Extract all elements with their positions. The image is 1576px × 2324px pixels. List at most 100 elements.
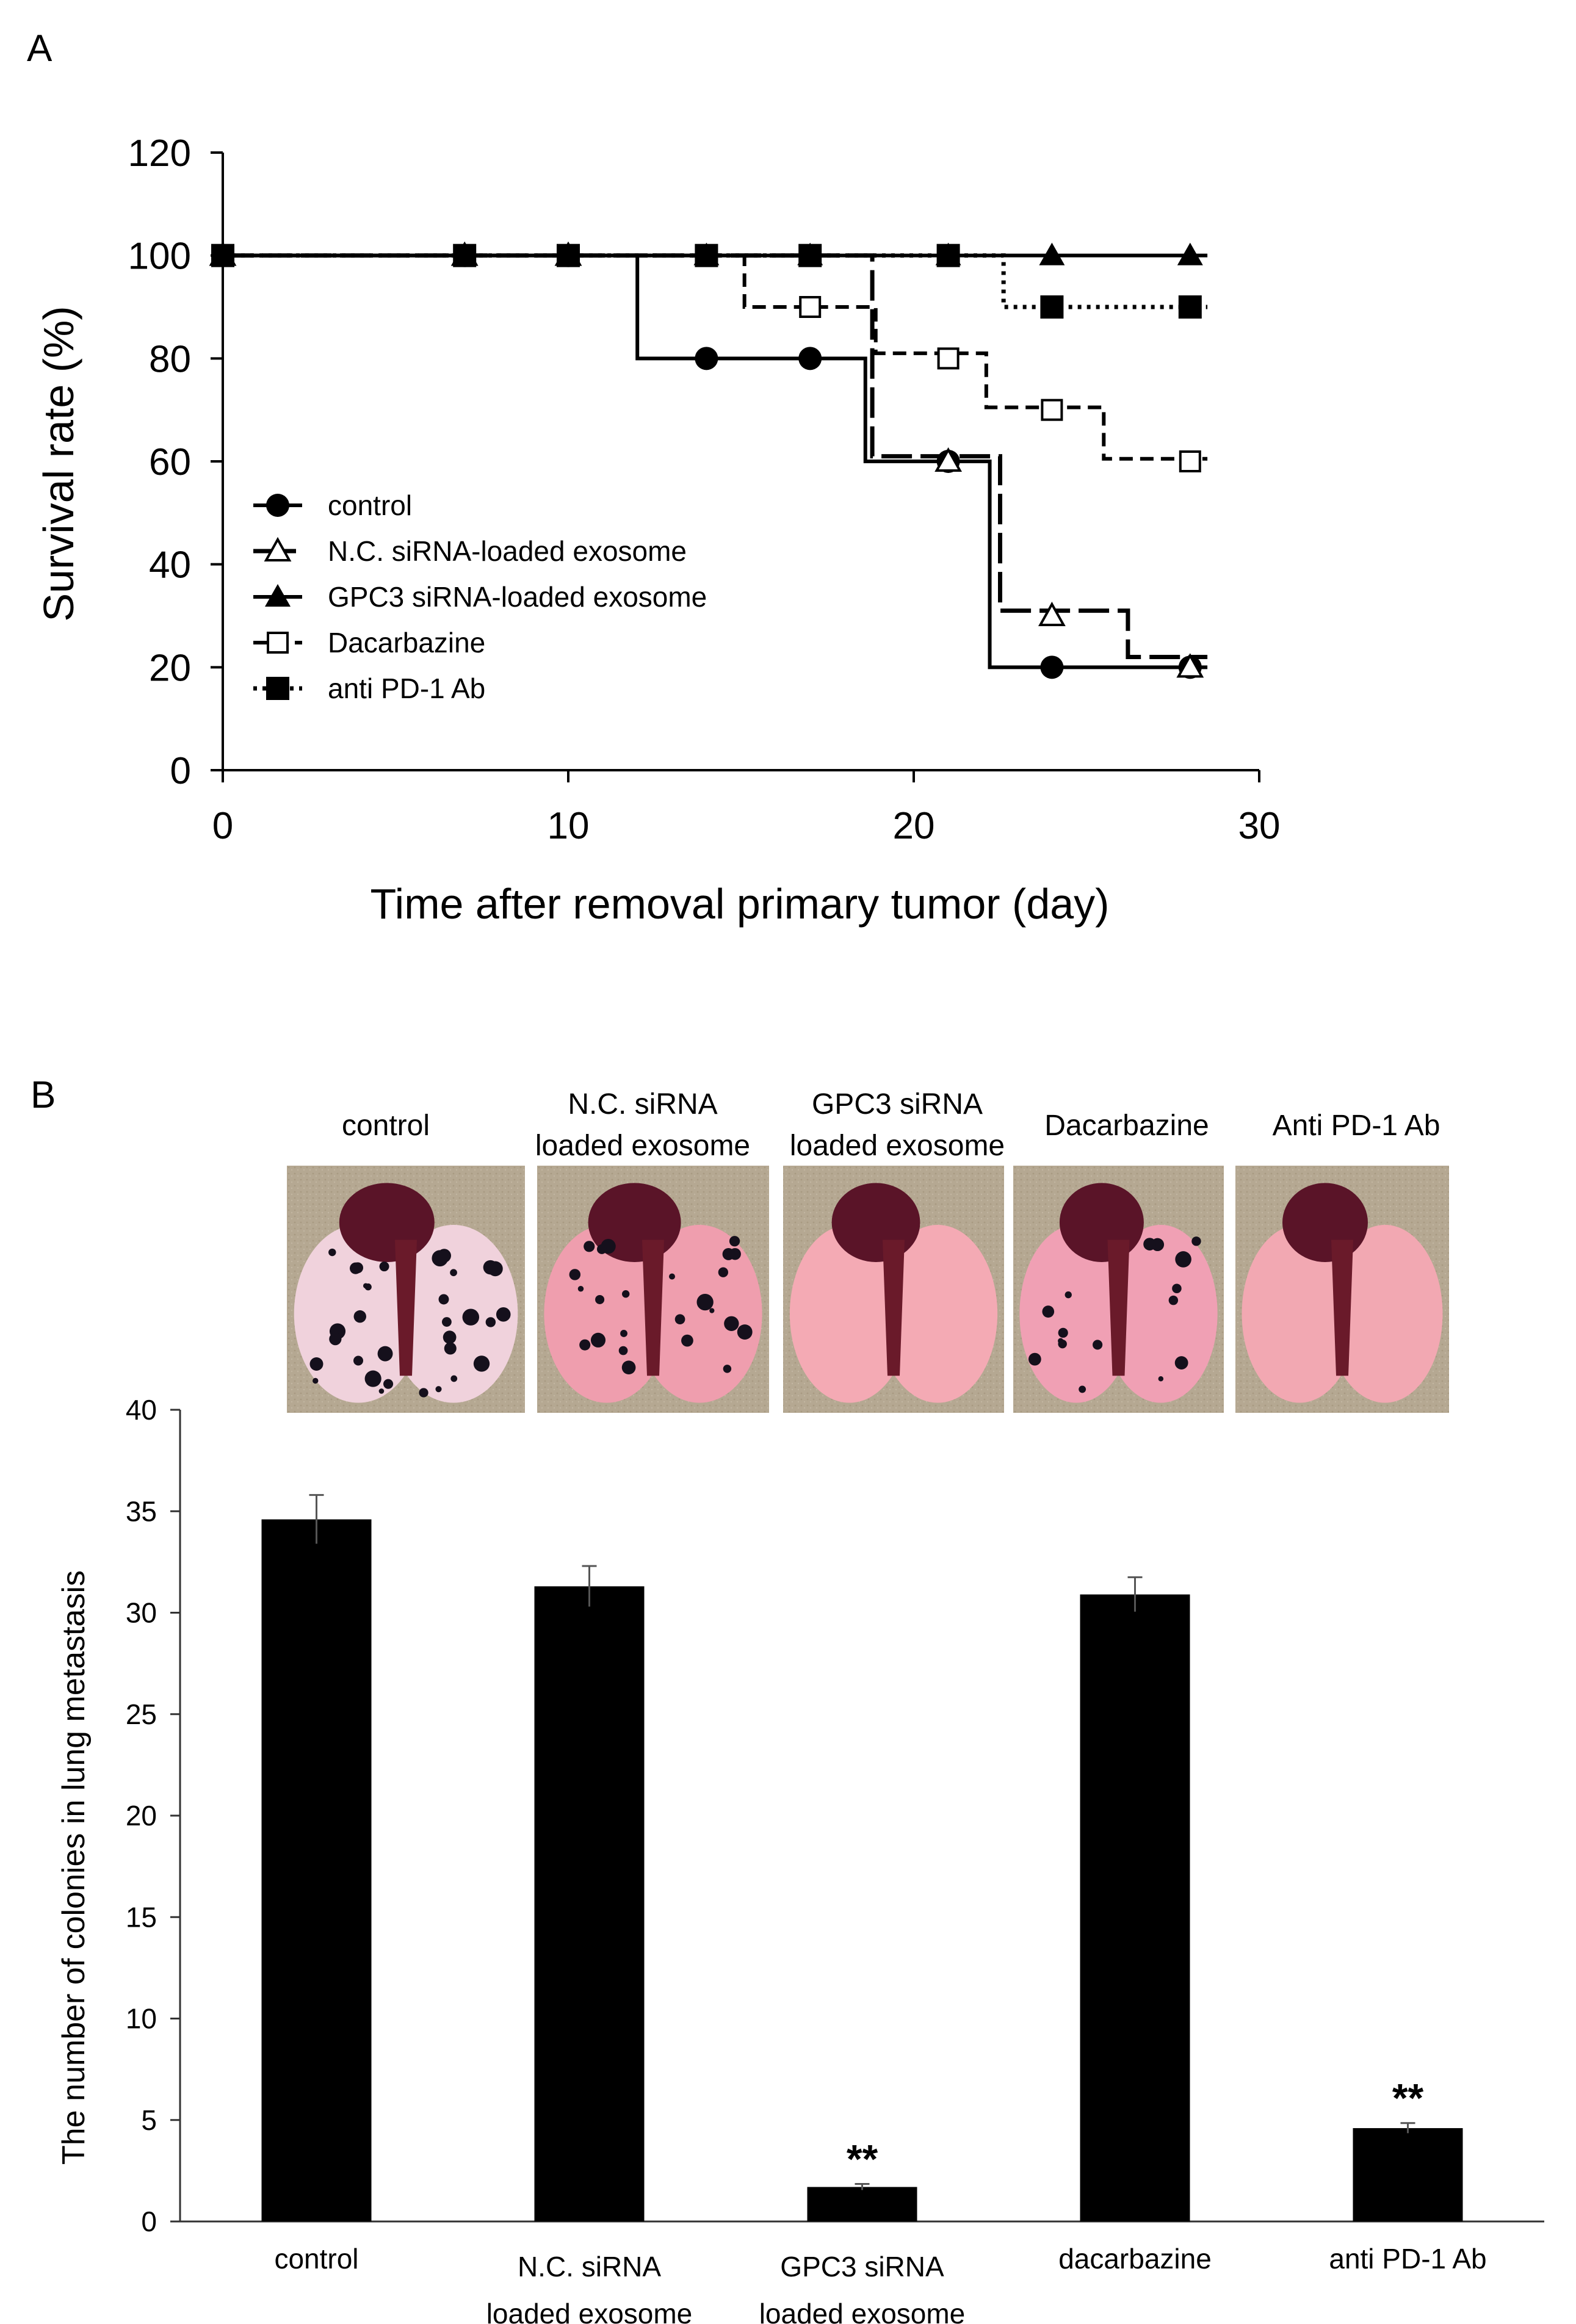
survival-series-anti-pd-1-ab-point — [453, 244, 477, 267]
trachea — [1107, 1240, 1130, 1376]
survival-series-anti-pd-1-ab-point — [1178, 295, 1202, 319]
lung-photo-n-c-sirna-loaded-exosome — [537, 1166, 769, 1413]
metastasis-spot — [438, 1294, 449, 1305]
survival-series-anti-pd-1-ab-point — [798, 244, 822, 267]
survival-series-n-c-sirna-loaded-exosome-point — [1038, 601, 1066, 626]
metastasis-spot — [577, 1286, 584, 1292]
bar-y-tick-label: 40 — [126, 1394, 157, 1426]
metastasis-spot — [353, 1355, 364, 1366]
metastasis-spot — [379, 1261, 389, 1272]
metastasis-spot — [1168, 1295, 1179, 1305]
metastasis-spot — [1174, 1356, 1188, 1370]
metastasis-spot — [621, 1360, 636, 1375]
metastasis-spot — [1143, 1238, 1156, 1250]
survival-x-axis-title: Time after removal primary tumor (day) — [371, 880, 1110, 928]
bar-gpc3-sirna-loaded-exosome — [807, 2187, 917, 2221]
right-lung-lobe — [878, 1224, 998, 1403]
survival-series-n-c-sirna-loaded-exosome-line — [223, 253, 1208, 659]
survival-y-tick-label: 20 — [149, 647, 191, 689]
legend-gpc3-sirna-loaded-exosome-label: GPC3 siRNA-loaded exosome — [328, 581, 707, 613]
lung-photo-dacarbazine-label: Dacarbazine — [1044, 1110, 1209, 1142]
legend-control-label: control — [328, 489, 412, 521]
panel-b-label: B — [31, 1074, 56, 1116]
survival-series-dacarbazine-point — [1179, 450, 1201, 472]
metastasis-spot — [1042, 1305, 1055, 1318]
bar-gpc3-sirna-loaded-exosome-category-label: loaded exosome — [759, 2298, 966, 2324]
survival-series-n-c-sirna-loaded-exosome-point — [1176, 653, 1204, 678]
metastasis-spot — [462, 1308, 480, 1326]
right-lung-lobe — [1104, 1224, 1218, 1403]
metastasis-spot — [419, 1388, 428, 1398]
bar-n-c-sirna-loaded-exosome-category-label: loaded exosome — [486, 2298, 693, 2324]
survival-series-anti-pd-1-ab-line — [223, 253, 1208, 309]
metastasis-spot — [437, 1249, 451, 1263]
metastasis-spot — [378, 1388, 385, 1394]
lung-photo-gpc3-sirna-loaded-exosome-label: GPC3 siRNA — [812, 1088, 983, 1120]
metastasis-spot — [1058, 1339, 1067, 1349]
metastasis-spot — [1079, 1385, 1086, 1393]
bar-y-tick-label: 10 — [126, 2003, 157, 2035]
trachea — [883, 1240, 905, 1376]
survival-series-control-line — [223, 253, 1208, 669]
bar-y-tick-label: 0 — [141, 2206, 157, 2237]
legend-anti-pd-1-ab-marker — [266, 677, 289, 700]
metastasis-spot — [1158, 1376, 1164, 1382]
survival-series-dacarbazine-point — [1041, 399, 1063, 421]
metastasis-spot — [618, 1346, 628, 1355]
metastasis-spot — [1065, 1291, 1072, 1299]
metastasis-spot — [620, 1330, 627, 1337]
survival-y-tick-label: 60 — [149, 441, 191, 483]
survival-series-gpc3-sirna-loaded-exosome-point — [1039, 242, 1065, 265]
bar-anti-pd-1-ab-category-label: anti PD-1 Ab — [1329, 2243, 1486, 2275]
lung-photo-gpc3-sirna-loaded-exosome — [783, 1166, 1004, 1413]
survival-y-tick-label: 100 — [128, 236, 191, 278]
survival-series-control-point — [1040, 655, 1064, 679]
lung-photo-gpc3-sirna-loaded-exosome-label: loaded exosome — [790, 1130, 1005, 1162]
bar-anti-pd-1-ab — [1353, 2128, 1463, 2221]
metastasis-spot — [1093, 1340, 1103, 1350]
metastasis-spot — [313, 1377, 319, 1384]
metastasis-spot — [450, 1269, 457, 1277]
lung-photo-row: control N.C. siRNA loaded exosome GPC3 siRN… — [287, 1088, 1449, 1413]
metastasis-spot — [723, 1365, 732, 1373]
survival-y-tick-label: 120 — [128, 132, 191, 175]
lung-photo-dacarbazine — [1013, 1166, 1224, 1413]
metastasis-spot — [718, 1267, 728, 1277]
colonies-bar-chart: The number of colonies in lung metastasi… — [56, 1394, 1544, 2324]
bar-y-tick-label: 35 — [126, 1495, 157, 1527]
bar-control — [261, 1519, 372, 2221]
metastasis-spot — [441, 1317, 452, 1327]
metastasis-spot — [377, 1346, 393, 1362]
bar-gpc3-sirna-loaded-exosome-category-label: GPC3 siRNA — [780, 2251, 944, 2282]
survival-series-dacarbazine-point — [937, 347, 960, 370]
survival-x-tick-label: 10 — [548, 805, 590, 847]
legend-gpc3-sirna-loaded-exosome-marker — [265, 584, 291, 607]
bar-y-tick-label: 25 — [126, 1698, 157, 1730]
metastasis-spot — [443, 1330, 457, 1344]
metastasis-spot — [681, 1334, 693, 1347]
metastasis-spot — [709, 1308, 715, 1313]
metastasis-spot — [383, 1379, 394, 1389]
survival-series-anti-pd-1-ab-point — [936, 244, 960, 267]
metastasis-spot — [674, 1314, 685, 1325]
metastasis-spot — [1028, 1352, 1041, 1366]
trachea — [642, 1240, 664, 1376]
survival-series-anti-pd-1-ab-point — [1040, 295, 1064, 319]
bar-dacarbazine-category-label: dacarbazine — [1058, 2243, 1212, 2275]
survival-series-dacarbazine-line — [223, 253, 1208, 461]
metastasis-spot — [1172, 1283, 1182, 1294]
metastasis-spot — [1191, 1236, 1201, 1246]
lung-photo-control — [287, 1166, 525, 1413]
left-lung-lobe — [1019, 1224, 1133, 1403]
metastasis-spot — [669, 1273, 676, 1280]
metastasis-spot — [595, 1294, 605, 1304]
metastasis-spot — [1175, 1251, 1191, 1268]
survival-y-axis-title: Survival rate (%) — [35, 306, 82, 621]
survival-series-gpc3-sirna-loaded-exosome-point — [1177, 242, 1203, 265]
survival-series-control-point — [695, 347, 718, 370]
legend-n-c-sirna-loaded-exosome-label: N.C. siRNA-loaded exosome — [328, 535, 687, 567]
metastasis-spot — [569, 1269, 581, 1280]
metastasis-spot — [435, 1386, 442, 1393]
bar-n-c-sirna-loaded-exosome — [534, 1586, 645, 2221]
